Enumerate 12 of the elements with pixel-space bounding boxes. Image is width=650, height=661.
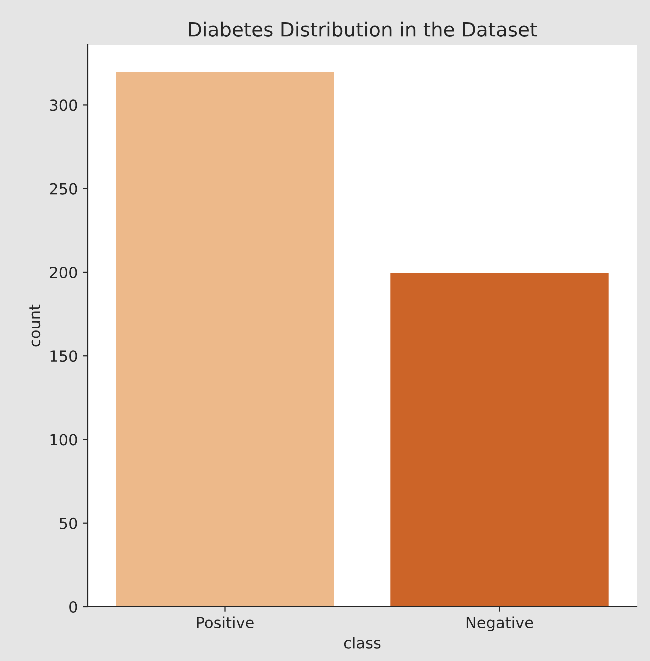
y-tick-label: 200 [50,266,78,278]
y-tick-label: 0 [70,601,78,614]
y-tick-label: 50 [60,518,78,530]
y-tick-label: 250 [50,183,78,195]
x-axis-title: class [344,637,381,649]
chart-title: Diabetes Distribution in the Dataset [189,22,538,37]
y-axis-title: count [30,304,41,347]
x-tick-label: Negative [466,616,534,632]
y-tick-label: 150 [50,350,78,362]
y-tick-label: 300 [50,100,78,112]
x-tick-label: Positive [197,616,254,629]
y-tick-label: 100 [50,434,78,446]
